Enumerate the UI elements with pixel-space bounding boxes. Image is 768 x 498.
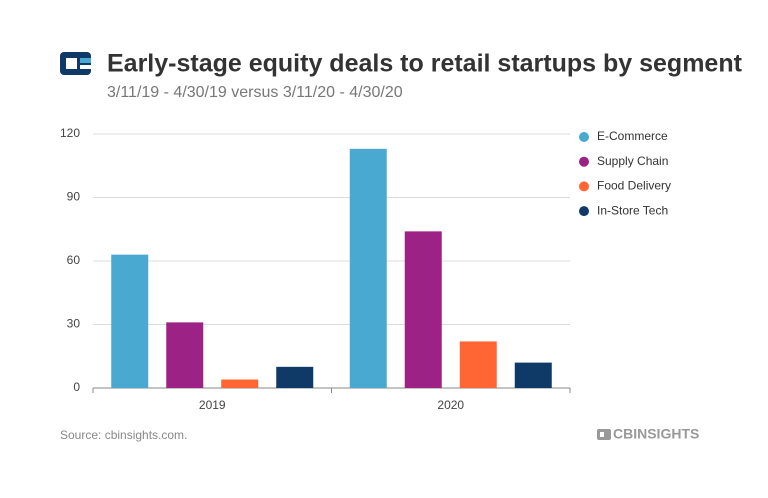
logo-icon: [60, 52, 91, 75]
y-tick-label: 120: [60, 126, 80, 140]
brand-icon: [597, 429, 611, 440]
legend-marker: [579, 132, 589, 142]
y-tick-label: 90: [67, 190, 81, 204]
legend-marker: [579, 206, 589, 217]
bar: [276, 366, 314, 388]
bar: [404, 231, 442, 388]
y-tick-label: 30: [67, 317, 81, 331]
legend-marker: [579, 156, 589, 167]
bar: [349, 148, 387, 388]
x-tick-label: 2020: [437, 398, 464, 412]
x-tick-label: 2019: [199, 398, 226, 412]
source: Source: cbinsights.com.: [60, 428, 187, 442]
bar: [166, 322, 204, 388]
bar: [221, 379, 259, 388]
bar: [514, 362, 552, 388]
brand: CBINSIGHTS: [613, 426, 699, 442]
legend-label: Food Delivery: [597, 179, 671, 193]
bar: [111, 254, 149, 388]
chart-subtitle: 3/11/19 - 4/30/19 versus 3/11/20 - 4/30/…: [107, 84, 403, 101]
y-tick-label: 60: [67, 253, 81, 267]
legend-label: E-Commerce: [597, 129, 668, 143]
y-tick-label: 0: [73, 380, 80, 394]
bar: [459, 341, 497, 388]
chart-title: Early-stage equity deals to retail start…: [107, 50, 743, 78]
legend-marker: [579, 181, 589, 192]
legend-label: Supply Chain: [597, 154, 668, 168]
legend-label: In-Store Tech: [597, 203, 668, 217]
